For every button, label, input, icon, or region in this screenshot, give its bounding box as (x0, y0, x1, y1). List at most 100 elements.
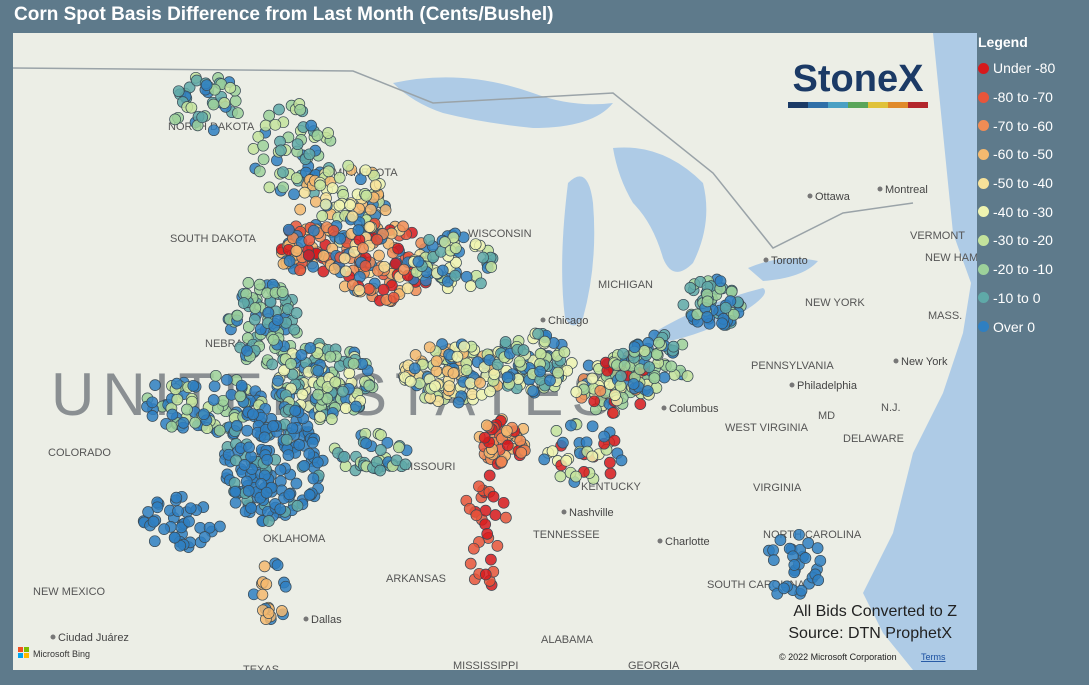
bid-marker (183, 515, 195, 528)
bid-marker (439, 236, 451, 248)
legend-label: -20 to -10 (993, 261, 1053, 278)
city-label: Columbus (669, 403, 719, 415)
city-dot (657, 538, 663, 544)
bid-marker (558, 346, 571, 358)
legend-swatch (978, 321, 989, 333)
bid-marker (293, 439, 306, 451)
bid-marker (615, 454, 628, 467)
bid-marker (303, 234, 316, 247)
bid-marker (363, 379, 376, 392)
bid-marker (638, 345, 651, 357)
legend-item[interactable]: -80 to -70 (978, 83, 1055, 112)
logo: StoneX (788, 58, 928, 108)
bid-marker (238, 459, 251, 471)
bid-marker (497, 496, 510, 509)
bid-marker (174, 539, 187, 552)
legend-item[interactable]: Under -80 (978, 54, 1055, 83)
bid-marker (653, 336, 665, 349)
bid-marker (677, 298, 690, 311)
bid-marker (483, 469, 496, 482)
state-label: MISSOURI (401, 461, 455, 473)
bid-marker (517, 344, 530, 356)
bid-marker (260, 486, 273, 499)
bid-marker (557, 436, 569, 449)
bid-marker (714, 275, 727, 288)
bid-marker (245, 502, 257, 514)
bid-marker (142, 506, 154, 518)
city-dot (540, 317, 546, 323)
bid-marker (177, 417, 190, 429)
bid-marker (319, 198, 332, 211)
legend-item[interactable]: -60 to -50 (978, 140, 1055, 169)
bid-marker (473, 480, 485, 493)
bid-marker (279, 580, 292, 593)
bid-marker (371, 233, 383, 246)
legend-item[interactable]: -50 to -40 (978, 169, 1055, 198)
map: UNITED STATESNORTH DAKOTAMINNESOTASOUTH … (13, 33, 977, 670)
bid-marker (290, 477, 303, 490)
bid-marker (767, 544, 779, 557)
legend-label: -70 to -60 (993, 117, 1053, 134)
state-label: WEST VIRGINIA (725, 422, 809, 434)
bing-label: Microsoft Bing (33, 649, 90, 659)
bid-marker (273, 103, 285, 116)
bid-marker (311, 456, 324, 469)
bid-marker (393, 441, 405, 454)
bid-marker (288, 188, 300, 201)
bid-marker (719, 301, 732, 314)
state-label: PENNSYLVANIA (751, 360, 834, 372)
legend-item[interactable]: -40 to -30 (978, 197, 1055, 226)
city-label: Chicago (548, 315, 588, 327)
bid-marker (489, 509, 502, 521)
state-label: GEORGIA (628, 660, 680, 670)
bid-marker (412, 255, 425, 268)
bid-marker (487, 490, 500, 503)
city-label: New York (901, 356, 948, 368)
bid-marker (429, 380, 441, 392)
terms-link[interactable]: Terms (921, 652, 946, 662)
bid-marker (311, 129, 324, 142)
bid-marker (146, 396, 159, 409)
title: Corn Spot Basis Difference from Last Mon… (14, 4, 554, 25)
bid-marker (684, 282, 697, 294)
ocean (863, 33, 977, 670)
legend-item[interactable]: -70 to -60 (978, 111, 1055, 140)
legend-item[interactable]: -30 to -20 (978, 226, 1055, 255)
bid-marker (586, 420, 599, 433)
bid-marker (289, 404, 302, 417)
bid-marker (258, 560, 271, 573)
bid-marker (172, 85, 185, 98)
bid-marker (379, 204, 392, 216)
city-label: Dallas (311, 614, 342, 626)
state-label: ALABAMA (541, 634, 594, 646)
bid-marker (274, 503, 287, 516)
bid-marker (266, 358, 279, 371)
bid-marker (552, 366, 564, 379)
bid-marker (187, 379, 200, 392)
bid-marker (604, 456, 616, 469)
bid-marker (170, 491, 183, 504)
bid-marker (197, 408, 210, 421)
legend-swatch (978, 91, 989, 103)
bid-marker (322, 165, 335, 178)
bid-marker (357, 242, 369, 255)
state-label: MICHIGAN (598, 279, 653, 291)
bid-marker (271, 314, 284, 326)
bid-marker (242, 277, 255, 289)
bid-marker (392, 242, 404, 255)
bid-marker (282, 223, 295, 236)
bid-marker (296, 388, 309, 401)
bid-marker (665, 360, 678, 373)
legend-item[interactable]: Over 0 (978, 312, 1055, 341)
bid-marker (812, 574, 825, 587)
bid-marker (467, 542, 480, 555)
bid-marker (716, 317, 728, 330)
bid-marker (554, 470, 567, 483)
bid-marker (374, 464, 387, 477)
legend-item[interactable]: -10 to 0 (978, 284, 1055, 313)
bid-marker (256, 588, 269, 601)
lake-huron (613, 147, 707, 272)
legend-item[interactable]: -20 to -10 (978, 255, 1055, 284)
bid-marker (491, 540, 504, 552)
